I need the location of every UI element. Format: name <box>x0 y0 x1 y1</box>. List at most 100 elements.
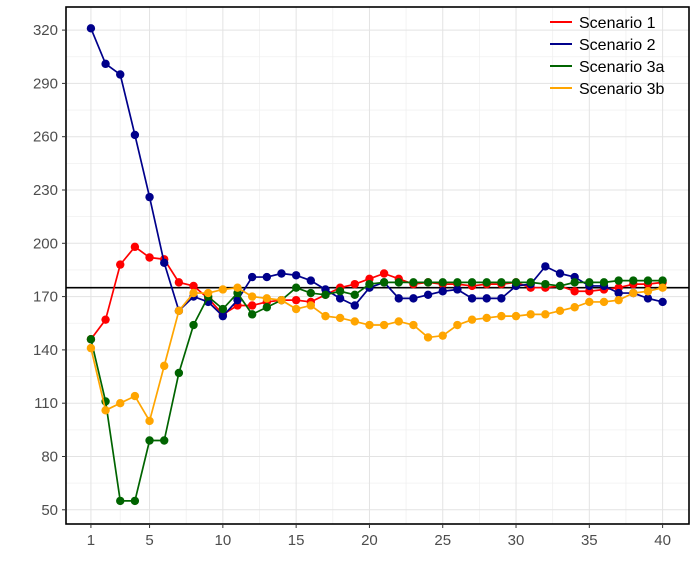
data-point-scenario-1 <box>130 242 140 252</box>
y-tick-label: 320 <box>33 22 58 39</box>
series-line-scenario-1 <box>90 246 663 340</box>
data-point-scenario-2 <box>438 287 447 296</box>
legend-label-scenario-1: Scenario 1 <box>579 15 656 32</box>
data-point-scenario-3b <box>453 320 462 330</box>
data-point-scenario-2 <box>262 272 272 282</box>
data-point-scenario-3b <box>643 287 653 296</box>
data-point-scenario-2 <box>145 192 154 202</box>
data-point-scenario-1 <box>247 301 257 310</box>
data-point-scenario-2 <box>453 285 462 294</box>
data-point-scenario-3a <box>365 279 374 289</box>
data-point-scenario-3a <box>497 278 506 287</box>
data-point-scenario-1 <box>291 295 301 305</box>
data-point-scenario-3a <box>555 281 565 291</box>
data-point-scenario-2 <box>643 294 653 303</box>
data-point-scenario-1 <box>189 281 198 291</box>
data-point-scenario-3b <box>218 285 228 294</box>
data-point-scenario-2 <box>130 130 140 140</box>
data-point-scenario-2 <box>614 288 623 298</box>
data-point-scenario-2 <box>394 294 403 303</box>
data-point-scenario-3a <box>511 278 521 287</box>
data-point-scenario-3b <box>629 288 638 298</box>
data-point-scenario-3a <box>629 276 638 285</box>
data-point-scenario-1 <box>174 278 184 287</box>
data-point-scenario-2 <box>218 311 228 321</box>
data-point-scenario-1 <box>379 269 389 278</box>
x-axis: 1 5 10 15 20 25 30 35 40 <box>87 524 671 549</box>
data-point-scenario-3a <box>160 436 169 445</box>
data-point-scenario-3a <box>658 276 667 285</box>
legend-label-scenario-2: Scenario 2 <box>579 37 656 54</box>
data-point-scenario-2 <box>467 294 477 303</box>
data-point-scenario-3a <box>526 278 535 287</box>
plot-border <box>65 6 690 525</box>
data-point-scenario-3a <box>570 278 579 287</box>
data-point-scenario-3b <box>101 406 110 415</box>
data-point-scenario-3a <box>599 278 609 287</box>
data-point-scenario-2 <box>277 269 286 278</box>
y-tick-label: 50 <box>41 502 58 519</box>
data-point-scenario-3b <box>658 283 667 292</box>
data-point-scenario-3b <box>511 311 521 321</box>
y-tick-label: 80 <box>41 448 58 465</box>
data-point-scenario-3b <box>555 306 565 316</box>
data-point-scenario-3a <box>306 288 316 298</box>
data-point-scenario-3a <box>614 276 623 285</box>
x-tick-label: 40 <box>654 532 671 549</box>
x-tick-label: 25 <box>434 532 451 549</box>
data-point-scenario-3b <box>614 295 623 305</box>
y-tick-label: 200 <box>33 235 58 252</box>
data-point-scenario-2 <box>116 70 125 79</box>
data-point-scenario-3b <box>526 310 535 319</box>
y-axis: 50 80 110 140 170 200 230 260 290 320 <box>33 22 66 519</box>
data-point-scenario-3b <box>233 283 242 292</box>
data-point-scenario-3b <box>599 297 609 307</box>
data-point-scenario-3a <box>643 276 653 285</box>
data-point-scenario-3a <box>423 278 433 287</box>
data-point-scenario-2 <box>306 276 316 285</box>
data-point-scenario-3b <box>291 304 301 314</box>
data-point-scenario-2 <box>350 301 359 310</box>
y-tick-label: 260 <box>33 129 58 146</box>
data-point-scenario-2 <box>423 290 433 300</box>
data-point-scenario-2 <box>101 59 110 69</box>
data-point-scenario-3b <box>130 391 140 401</box>
series-line-scenario-2 <box>90 27 663 317</box>
data-point-scenario-3a <box>335 287 345 296</box>
data-point-scenario-2 <box>291 271 301 280</box>
data-point-scenario-3b <box>262 294 272 303</box>
data-point-scenario-3a <box>350 290 359 300</box>
data-point-scenario-3a <box>438 278 447 287</box>
data-point-scenario-3b <box>247 292 257 301</box>
data-point-scenario-2 <box>247 272 257 282</box>
y-tick-label: 140 <box>33 342 58 359</box>
data-point-scenario-2 <box>658 297 667 307</box>
x-tick-label: 30 <box>508 532 525 549</box>
data-point-scenario-2 <box>409 294 418 303</box>
y-tick-label: 110 <box>34 395 58 412</box>
data-point-scenario-3a <box>409 278 418 287</box>
data-point-scenario-2 <box>160 258 169 268</box>
data-point-scenario-3a <box>394 278 403 287</box>
series-layer <box>86 24 667 506</box>
legend-label-scenario-3a: Scenario 3a <box>579 59 664 76</box>
data-point-scenario-2 <box>497 294 506 303</box>
data-point-scenario-2 <box>555 269 565 278</box>
series-scenario-3b <box>86 283 667 426</box>
data-point-scenario-3b <box>189 288 198 298</box>
series-line-scenario-3a <box>90 279 663 502</box>
data-point-scenario-3b <box>86 343 96 353</box>
minor-gridlines <box>66 7 689 524</box>
y-tick-label: 230 <box>33 182 58 199</box>
data-point-scenario-3b <box>541 310 550 319</box>
data-point-scenario-3b <box>570 303 579 312</box>
data-point-scenario-3b <box>379 320 389 330</box>
data-point-scenario-3b <box>350 317 359 326</box>
data-point-scenario-3b <box>306 301 316 310</box>
data-point-scenario-3a <box>86 335 96 344</box>
legend-label-scenario-3b: Scenario 3b <box>579 81 664 98</box>
data-point-scenario-3b <box>277 295 286 305</box>
x-tick-label: 1 <box>87 532 95 549</box>
